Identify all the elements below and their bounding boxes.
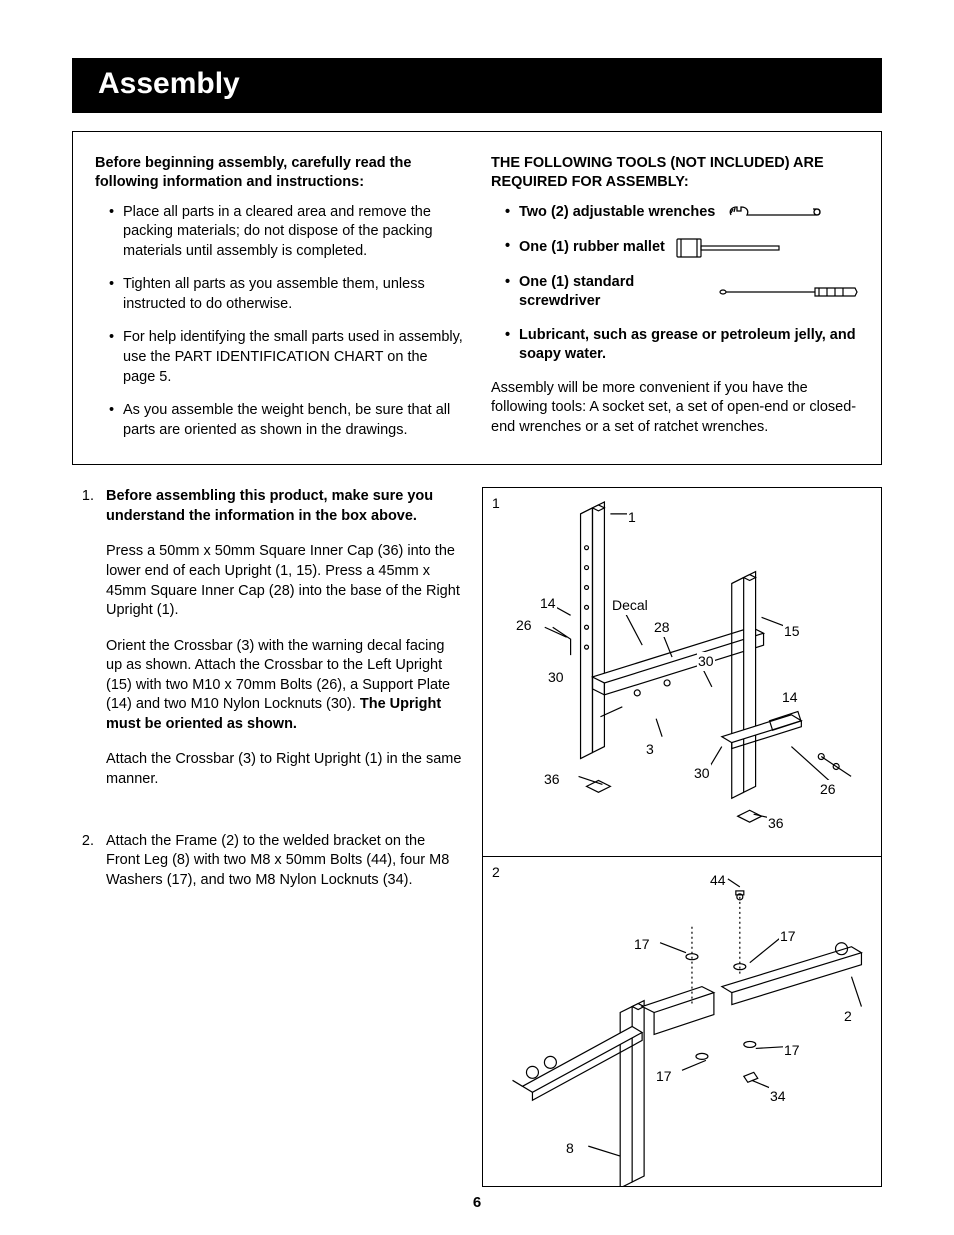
step-1: Before assembling this product, make sur…	[98, 487, 462, 789]
callout: 34	[769, 1087, 787, 1106]
steps-area: Before assembling this product, make sur…	[72, 487, 882, 1187]
callout: 36	[543, 770, 561, 789]
callout: 36	[767, 814, 785, 833]
step1-p3: Attach the Crossbar (3) to Right Upright…	[106, 750, 462, 789]
callout: 3	[645, 740, 655, 759]
tool-item: One (1) rubber mallet	[505, 237, 859, 259]
diagram-2: 2	[482, 857, 882, 1187]
tool-item: Lubricant, such as grease or petroleum j…	[505, 326, 859, 365]
page-number: 6	[0, 1193, 954, 1213]
step-2: Attach the Frame (2) to the welded brack…	[98, 832, 462, 891]
page: Assembly Before beginning assembly, care…	[0, 0, 954, 1235]
callout: 15	[783, 622, 801, 641]
intro-left-lead: Before beginning assembly, carefully rea…	[95, 154, 463, 193]
callout: 17	[783, 1041, 801, 1060]
bullet: Place all parts in a cleared area and re…	[109, 203, 463, 262]
callout: 44	[709, 871, 727, 890]
step1-lead: Before assembling this product, make sur…	[106, 487, 462, 526]
callout: 30	[697, 652, 715, 671]
screwdriver-icon	[719, 285, 859, 299]
tool-label: One (1) standard screwdriver	[519, 273, 709, 312]
tool-item: One (1) standard screwdriver	[505, 273, 859, 312]
steps-list: Before assembling this product, make sur…	[72, 487, 462, 890]
panel-number: 2	[491, 863, 501, 882]
step1-p1: Press a 50mm x 50mm Square Inner Cap (36…	[106, 542, 462, 620]
callout: 30	[547, 668, 565, 687]
steps-text: Before assembling this product, make sur…	[72, 487, 462, 1187]
callout: Decal	[611, 596, 649, 615]
callout: 26	[515, 616, 533, 635]
callout: 17	[779, 927, 797, 946]
callout: 8	[565, 1139, 575, 1158]
diagrams: 1	[482, 487, 882, 1187]
intro-right-lead: THE FOLLOWING TOOLS (NOT INCLUDED) ARE R…	[491, 154, 859, 193]
callout: 17	[655, 1067, 673, 1086]
callout: 14	[539, 594, 557, 613]
tool-item: Two (2) adjustable wrenches	[505, 203, 859, 223]
callout: 28	[653, 618, 671, 637]
tool-label: Two (2) adjustable wrenches	[519, 203, 715, 223]
callout: 14	[781, 688, 799, 707]
callout: 2	[843, 1007, 853, 1026]
step2-p1: Attach the Frame (2) to the welded brack…	[106, 832, 462, 891]
callout: 30	[693, 764, 711, 783]
panel-number: 1	[491, 494, 501, 513]
bullet: As you assemble the weight bench, be sur…	[109, 401, 463, 440]
bullet: Tighten all parts as you assemble them, …	[109, 275, 463, 314]
section-title: Assembly	[72, 58, 882, 113]
tool-label: One (1) rubber mallet	[519, 238, 665, 258]
wrench-icon	[725, 203, 825, 223]
step1-p2: Orient the Crossbar (3) with the warning…	[106, 637, 462, 735]
bullet: For help identifying the small parts use…	[109, 328, 463, 387]
mallet-icon	[675, 237, 785, 259]
diagram-1: 1	[482, 487, 882, 857]
diagram-2-svg	[483, 857, 881, 1186]
callout: 26	[819, 780, 837, 799]
callout: 1	[627, 508, 637, 527]
intro-left: Before beginning assembly, carefully rea…	[95, 146, 463, 455]
intro-box: Before beginning assembly, carefully rea…	[72, 131, 882, 466]
intro-left-bullets: Place all parts in a cleared area and re…	[95, 203, 463, 441]
intro-right: THE FOLLOWING TOOLS (NOT INCLUDED) ARE R…	[491, 146, 859, 455]
callout: 17	[633, 935, 651, 954]
diagram-1-svg	[483, 488, 881, 856]
tools-note: Assembly will be more convenient if you …	[491, 379, 859, 438]
tools-list: Two (2) adjustable wrenches	[491, 203, 859, 365]
